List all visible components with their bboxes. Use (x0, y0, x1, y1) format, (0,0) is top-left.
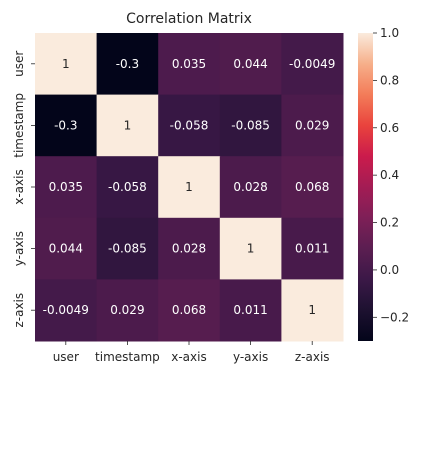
y-tick-label: x-axis (12, 169, 26, 204)
colorbar-tick-label: 0.4 (380, 168, 399, 182)
colorbar-tick-label: −0.2 (380, 310, 409, 324)
heatmap-cell (158, 217, 221, 280)
cell-value-label: 1 (185, 180, 193, 194)
cell-value-label: 0.029 (110, 303, 144, 317)
cell-value-label: 1 (308, 303, 316, 317)
heatmap-cell (158, 33, 221, 96)
x-tick-label: timestamp (95, 350, 160, 364)
cell-value-label: -0.3 (116, 57, 139, 71)
heatmap-cell (158, 279, 221, 342)
cell-value-label: -0.0049 (43, 303, 89, 317)
x-tick-labels: user timestamp x-axis y-axis z-axis (53, 341, 330, 364)
y-tick-label: timestamp (12, 93, 26, 158)
heatmap-cell (219, 217, 282, 280)
colorbar-tick-label: 0.0 (380, 263, 399, 277)
cell-value-label: -0.058 (170, 118, 209, 132)
cell-value-label: -0.085 (108, 242, 147, 256)
heatmap-cell (281, 156, 344, 219)
heatmap-cell (35, 156, 98, 219)
cell-value-label: -0.3 (54, 118, 77, 132)
heatmap-cell (219, 279, 282, 342)
heatmap-cell (35, 279, 98, 342)
heatmap-cell (281, 279, 344, 342)
cell-value-label: 0.068 (172, 303, 206, 317)
cell-value-label: 0.011 (233, 303, 267, 317)
cell-value-label: -0.0049 (289, 57, 335, 71)
cell-value-label: 1 (62, 57, 70, 71)
heatmap-cells: 1 -0.3 0.035 0.044 -0.0049 -0.3 1 -0.058 -0.085 0… (35, 33, 344, 342)
heatmap-cell (96, 94, 159, 157)
colorbar-tick-label: 1.0 (380, 26, 399, 40)
x-tick-label: z-axis (295, 350, 330, 364)
cell-value-label: 0.044 (233, 57, 267, 71)
heatmap-cell (281, 217, 344, 280)
heatmap-cell (96, 217, 159, 280)
heatmap-cell (219, 33, 282, 96)
heatmap-cell (219, 94, 282, 157)
cell-value-label: 0.068 (295, 180, 329, 194)
heatmap-cell (158, 156, 221, 219)
colorbar-tick-label: 0.2 (380, 216, 399, 230)
heatmap-cell (35, 94, 98, 157)
y-tick-label: user (12, 51, 26, 77)
cell-value-label: 1 (247, 242, 255, 256)
colorbar-tick-label: 0.6 (380, 121, 399, 135)
colorbar (358, 33, 373, 341)
cell-value-label: 1 (124, 118, 132, 132)
y-tick-label: z-axis (12, 293, 26, 328)
cell-value-label: 0.028 (233, 180, 267, 194)
cell-value-label: 0.035 (172, 57, 206, 71)
x-tick-label: x-axis (171, 350, 206, 364)
cell-value-label: 0.011 (295, 242, 329, 256)
y-tick-labels: user timestamp x-axis y-axis z-axis (12, 51, 35, 328)
x-tick-label: user (53, 350, 79, 364)
cell-value-label: 0.028 (172, 242, 206, 256)
colorbar-tick-label: 0.8 (380, 73, 399, 87)
cell-value-label: -0.085 (231, 118, 270, 132)
chart-title: Correlation Matrix (126, 11, 252, 27)
heatmap-cell (96, 33, 159, 96)
y-tick-label: y-axis (12, 231, 26, 266)
cell-value-label: -0.058 (108, 180, 147, 194)
heatmap-cell (158, 94, 221, 157)
cell-value-label: 0.044 (49, 242, 83, 256)
heatmap-cell (96, 156, 159, 219)
heatmap-cell (35, 217, 98, 280)
heatmap-cell (35, 33, 98, 96)
heatmap-cell (281, 94, 344, 157)
x-tick-label: y-axis (233, 350, 268, 364)
colorbar-ticks: −0.2 0.0 0.2 0.4 0.6 0.8 1.0 (373, 26, 409, 324)
cell-value-label: 0.029 (295, 118, 329, 132)
heatmap-cell (96, 279, 159, 342)
heatmap-cell (219, 156, 282, 219)
heatmap-cell (281, 33, 344, 96)
cell-value-label: 0.035 (49, 180, 83, 194)
